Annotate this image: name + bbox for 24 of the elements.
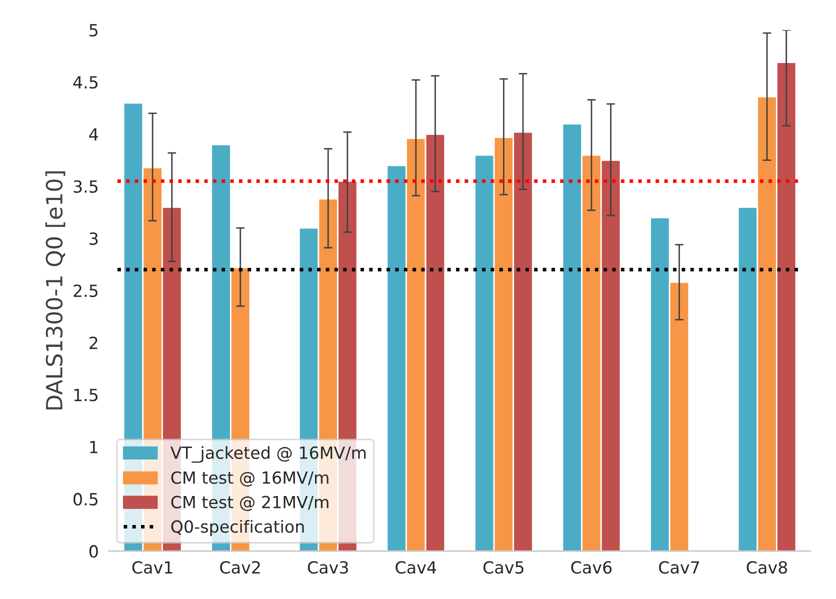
y-tick-label: 1.5 bbox=[74, 388, 98, 402]
y-tick-label: 5 bbox=[90, 24, 98, 37]
x-tick-label: Cav8 bbox=[746, 561, 788, 574]
x-tick-label: Cav4 bbox=[396, 561, 436, 574]
y-tick-label: 2.5 bbox=[74, 284, 98, 298]
x-tick-label: Cav7 bbox=[659, 561, 699, 574]
x-tick-label: Cav5 bbox=[483, 561, 524, 574]
x-tick-label: Cav1 bbox=[132, 561, 172, 574]
legend-label: VT_jacketed @ 16MV/m bbox=[170, 446, 366, 463]
y-tick-label: 3.5 bbox=[74, 180, 98, 193]
y-tick-label: 0 bbox=[89, 545, 98, 558]
y-tick-label: 1 bbox=[90, 441, 98, 454]
legend-label: CM test @ 21MV/m bbox=[171, 496, 328, 512]
y-axis-title: DALS1300-1 Q0 [e10] bbox=[45, 171, 66, 410]
y-tick-label: 4 bbox=[89, 128, 98, 141]
y-tick-label: 4.5 bbox=[73, 76, 98, 89]
y-tick-label: 3 bbox=[90, 232, 98, 245]
x-tick-label: Cav3 bbox=[308, 561, 348, 574]
y-tick-label: 2 bbox=[90, 336, 98, 349]
y-tick-label: 0.5 bbox=[74, 492, 98, 506]
x-tick-label: Cav6 bbox=[571, 561, 612, 574]
legend-label: CM test @ 16MV/m bbox=[171, 471, 328, 487]
x-tick-label: Cav2 bbox=[220, 561, 260, 574]
legend-label: Q0-specification bbox=[171, 520, 304, 536]
